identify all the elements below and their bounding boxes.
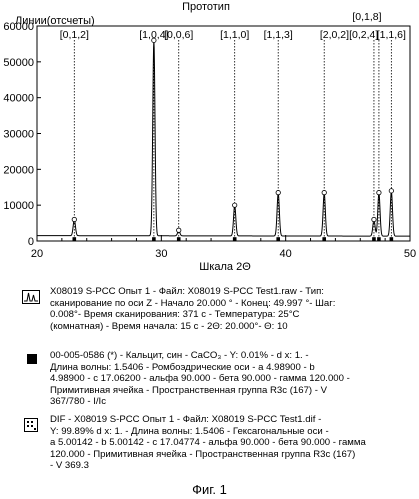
y-tick-label: 10000 [3, 200, 34, 212]
x-tick-label: 30 [155, 248, 167, 260]
reference-marker [390, 237, 394, 241]
square-icon [27, 354, 37, 364]
y-tick-label: 30000 [3, 129, 34, 141]
peak-top-marker [389, 189, 393, 193]
reference-marker [372, 237, 376, 241]
peak-label: [0,0,6] [164, 29, 193, 41]
x-axis-label: Шкала 2Θ [199, 261, 251, 272]
peak-label: [0,1,8] [352, 11, 381, 23]
peak-top-marker [72, 217, 76, 221]
peak-label: [2,0,2][0,2,4] [320, 29, 378, 41]
peak-label: [1,1,6] [377, 29, 406, 41]
peak-top-marker [322, 190, 326, 194]
y-tick-label: 0 [28, 236, 34, 248]
peak-top-marker [377, 190, 381, 194]
xrd-chart: Прототип Линии(отсчеты) 0100002000030000… [0, 0, 419, 272]
x-axis: 20 30 40 50 [31, 235, 416, 260]
peak-label: [1,1,0] [220, 29, 249, 41]
chart-title: Прототип [182, 1, 230, 13]
x-tick-label: 20 [31, 248, 43, 260]
reference-marker [152, 237, 156, 241]
peak-top-marker [232, 203, 236, 207]
peak-top-marker [372, 217, 376, 221]
y-tick-label: 20000 [3, 164, 34, 176]
reference-marker [233, 237, 237, 241]
peak-reference-lines [74, 40, 391, 241]
x-tick-label: 40 [280, 248, 292, 260]
figure-caption: Фиг. 1 [0, 482, 419, 497]
diffraction-pattern-line [37, 41, 410, 237]
x-tick-label: 50 [404, 248, 416, 260]
reference-marker [73, 237, 77, 241]
reference-marker [177, 237, 181, 241]
legend-text-calcite: 00-005-0586 (*) - Кальцит, син - CaCO₃ -… [50, 350, 415, 408]
peak-top-marker [177, 228, 181, 232]
peak-markers [72, 38, 393, 241]
y-tick-label: 50000 [3, 57, 34, 69]
y-tick-label: 40000 [3, 93, 34, 105]
y-axis: 0 10000 20000 30000 40000 50000 60000 [3, 21, 41, 248]
peak-icon [22, 290, 40, 304]
reference-marker [322, 237, 326, 241]
peak-label: [1,1,3] [264, 29, 293, 41]
reference-marker [276, 237, 280, 241]
plot-frame [37, 26, 410, 241]
dif-icon [24, 418, 38, 432]
y-tick-label: 60000 [3, 21, 34, 33]
reference-marker [377, 237, 381, 241]
peak-label: [0,1,2] [60, 29, 89, 41]
legend-text-measured: X08019 S-PCC Опыт 1 - Файл: X08019 S-PCC… [50, 286, 415, 332]
peak-top-marker [276, 190, 280, 194]
legend-text-dif: DIF - X08019 S-PCC Опыт 1 - Файл: X08019… [50, 414, 415, 472]
